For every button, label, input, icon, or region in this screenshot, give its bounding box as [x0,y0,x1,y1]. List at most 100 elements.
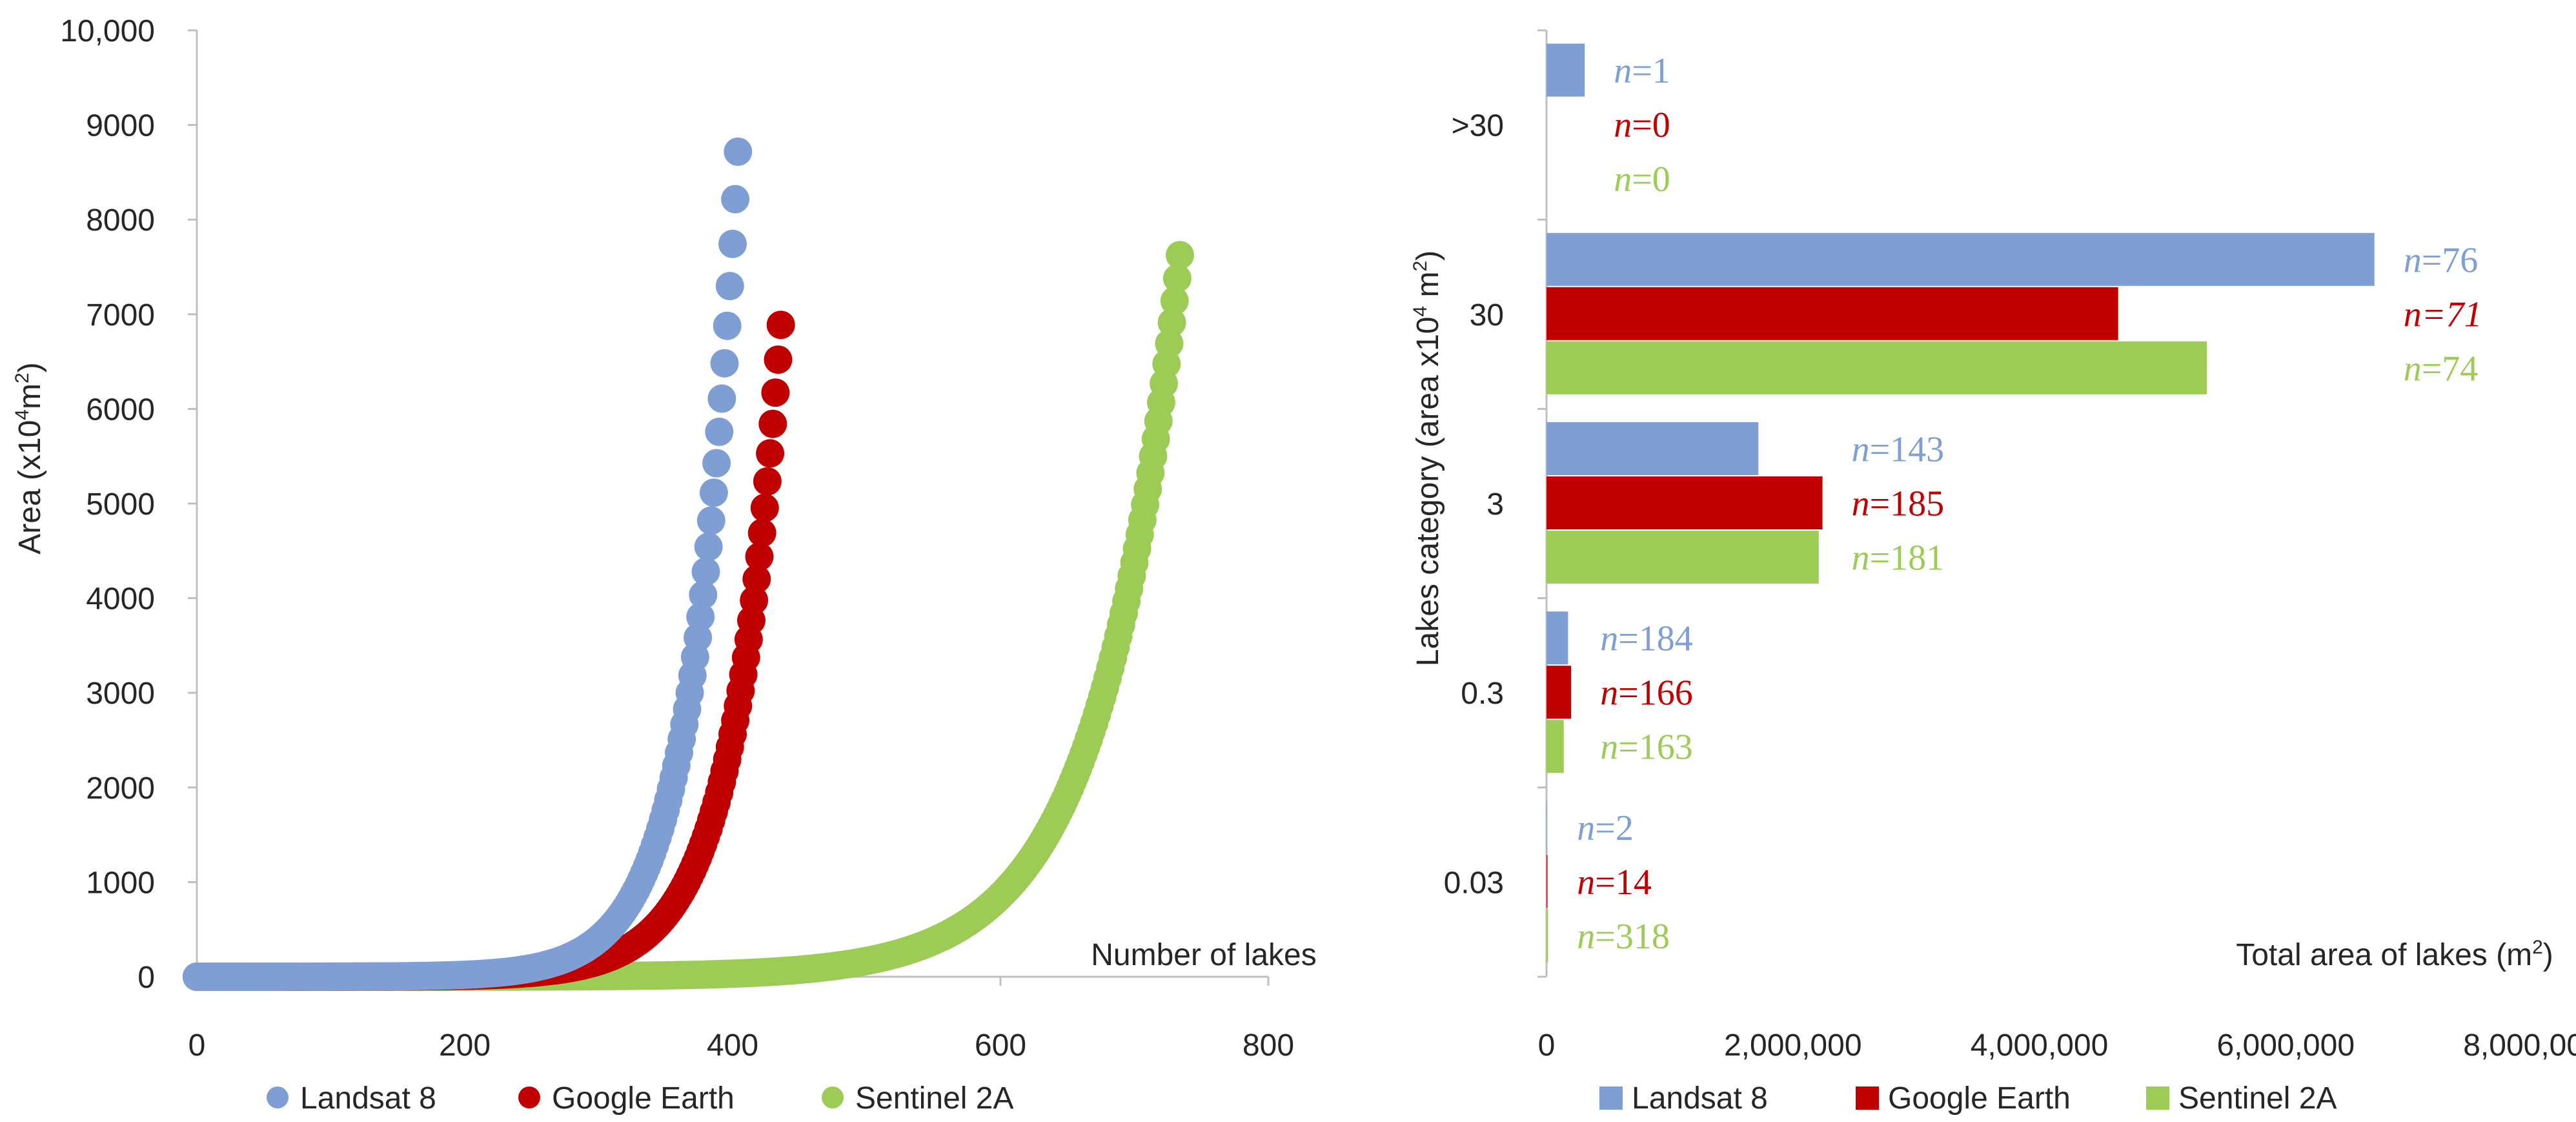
data-point [713,311,742,340]
n-label-prefix: n [2404,240,2422,280]
data-point [753,467,782,496]
y-axis-title-sup2: 2 [12,372,33,383]
n-label-prefix: n [1577,808,1595,848]
bar-chart: 0 2,000,000 4,000,000 6,000,000 8,000,000 Tot… [1410,29,2576,1116]
data-point [1157,308,1186,337]
n-label-value: =184 [1618,619,1693,659]
bar-sentinel-2a [1547,909,1548,963]
y-tick-label: 2000 [86,771,155,806]
y-axis-title: Lakes category (area x104 m2) [1410,250,1445,666]
data-point [699,478,728,507]
category-label: 0.3 [1461,677,1504,711]
n-label-value: =1 [1632,51,1670,91]
n-label-prefix: n [1852,430,1870,470]
y-axis-title-unit: m [1411,272,1445,306]
n-label: n=14 [1577,862,1652,903]
bar-google-earth [1547,855,1548,908]
y-axis-title-sup: 4 [12,409,33,420]
n-label-prefix: n [2404,349,2422,389]
n-label: n=76 [2404,240,2479,280]
data-point [707,384,736,413]
n-label: n=74 [2404,349,2479,389]
x-axis-title: Number of lakes [1091,938,1316,972]
n-label-prefix: n [1614,159,1632,199]
legend-marker [1599,1086,1623,1110]
x-tick-label: 0 [1538,1028,1556,1063]
n-label-prefix: n [1600,673,1618,713]
x-tick-label: 4,000,000 [1971,1028,2109,1063]
data-point [761,378,790,407]
n-label: n=184 [1600,619,1693,659]
legend-marker [518,1086,540,1108]
category-label: 0.03 [1444,866,1504,900]
n-label: n=71 [2404,294,2482,334]
n-label-value: =0 [1632,159,1670,199]
data-point [718,229,747,258]
y-tick-label: 6000 [86,393,155,427]
bar-sentinel-2a [1547,720,1564,773]
n-label-value: =14 [1595,862,1652,903]
data-point [764,345,793,374]
legend: Landsat 8 Google Earth Sentinel 2A [1599,1081,2337,1116]
data-point [721,185,750,214]
data-point [747,518,776,547]
n-label: n=0 [1614,105,1670,145]
legend-label: Sentinel 2A [855,1081,1014,1116]
category-label: 30 [1470,298,1504,332]
legend-label: Google Earth [1888,1081,2071,1116]
data-point [691,557,720,586]
n-label: n=143 [1852,430,1945,470]
bar-sentinel-2a [1547,341,2207,394]
data-point [705,417,734,446]
y-tick-label: 3000 [86,677,155,711]
data-point [742,565,771,593]
n-label: n=0 [1614,159,1670,199]
bar-landsat-8 [1547,422,1759,475]
y-axis-title-sup: 4 [1410,306,1431,317]
x-tick-label: 800 [1242,1028,1294,1063]
data-point [684,623,713,652]
data-point [696,506,725,535]
bar-landsat-8 [1547,43,1585,97]
x-axis-title-close: ) [2543,938,2553,972]
y-tick-label: 10,000 [60,14,155,48]
bar-google-earth [1547,666,1572,719]
y-tick-label: 5000 [86,487,155,522]
y-axis-title-sup2: 2 [1410,261,1431,272]
n-label-prefix: n [1614,105,1632,145]
data-point [766,311,795,340]
data-point [1166,241,1194,270]
n-label-value: =166 [1618,673,1693,713]
y-axis-title-text: Lakes category (area x10 [1411,317,1445,667]
data-point [702,449,731,478]
data-point [750,493,779,522]
data-point [689,580,718,609]
y-axis-title-text: Area (x10 [13,420,47,555]
bar-landsat-8 [1547,611,1568,665]
scatter-chart: 010002000300040005000600070008000900010,… [12,14,1317,1116]
data-point [745,542,774,571]
n-label-value: =163 [1618,728,1693,768]
data-point [1160,286,1189,315]
x-tick-label: 6,000,000 [2216,1028,2355,1063]
n-label: n=2 [1577,808,1634,848]
y-axis-title-close: ) [1411,250,1445,261]
data-point [710,349,739,378]
x-axis-title-text: Total area of lakes (m [2236,938,2532,972]
n-label-value: =143 [1870,430,1945,470]
data-point [724,138,753,166]
x-tick-label: 400 [707,1028,758,1063]
x-tick-label: 2,000,000 [1724,1028,1862,1063]
y-tick-label: 7000 [86,298,155,332]
data-point [1155,329,1184,358]
data-point [715,272,744,301]
n-label-value: =71 [2422,294,2482,334]
series-landsat-8 [183,138,753,991]
x-tick-label: 8,000,000 [2463,1028,2576,1063]
n-label: n=163 [1600,728,1693,768]
legend: Landsat 8 Google Earth Sentinel 2A [267,1081,1014,1116]
bar-google-earth [1547,287,2118,340]
n-label-prefix: n [1600,728,1618,768]
bar-landsat-8 [1547,232,2375,286]
n-label-value: =185 [1870,484,1945,524]
